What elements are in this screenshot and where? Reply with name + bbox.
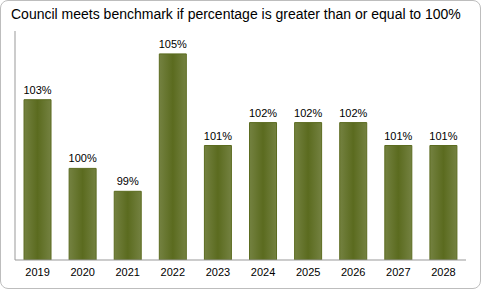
svg-text:101%: 101% xyxy=(429,130,457,142)
svg-text:100%: 100% xyxy=(69,152,97,164)
svg-text:2020: 2020 xyxy=(70,266,94,278)
svg-text:101%: 101% xyxy=(204,130,232,142)
svg-text:2027: 2027 xyxy=(386,266,410,278)
svg-text:2021: 2021 xyxy=(116,266,140,278)
svg-text:105%: 105% xyxy=(159,38,187,50)
svg-text:102%: 102% xyxy=(294,107,322,119)
svg-text:2026: 2026 xyxy=(341,266,365,278)
html-text:Council meets benchmark if per: Council meets benchmark if percentage is… xyxy=(11,6,461,22)
svg-text:2024: 2024 xyxy=(251,266,275,278)
svg-text:101%: 101% xyxy=(384,130,412,142)
svg-text:102%: 102% xyxy=(339,107,367,119)
svg-text:102%: 102% xyxy=(249,107,277,119)
svg-text:2022: 2022 xyxy=(161,266,185,278)
svg-text:2025: 2025 xyxy=(296,266,320,278)
svg-text:2019: 2019 xyxy=(25,266,49,278)
svg-text:99%: 99% xyxy=(117,175,139,187)
svg-text:2023: 2023 xyxy=(206,266,230,278)
svg-text:103%: 103% xyxy=(23,84,51,96)
svg-text:2028: 2028 xyxy=(431,266,455,278)
